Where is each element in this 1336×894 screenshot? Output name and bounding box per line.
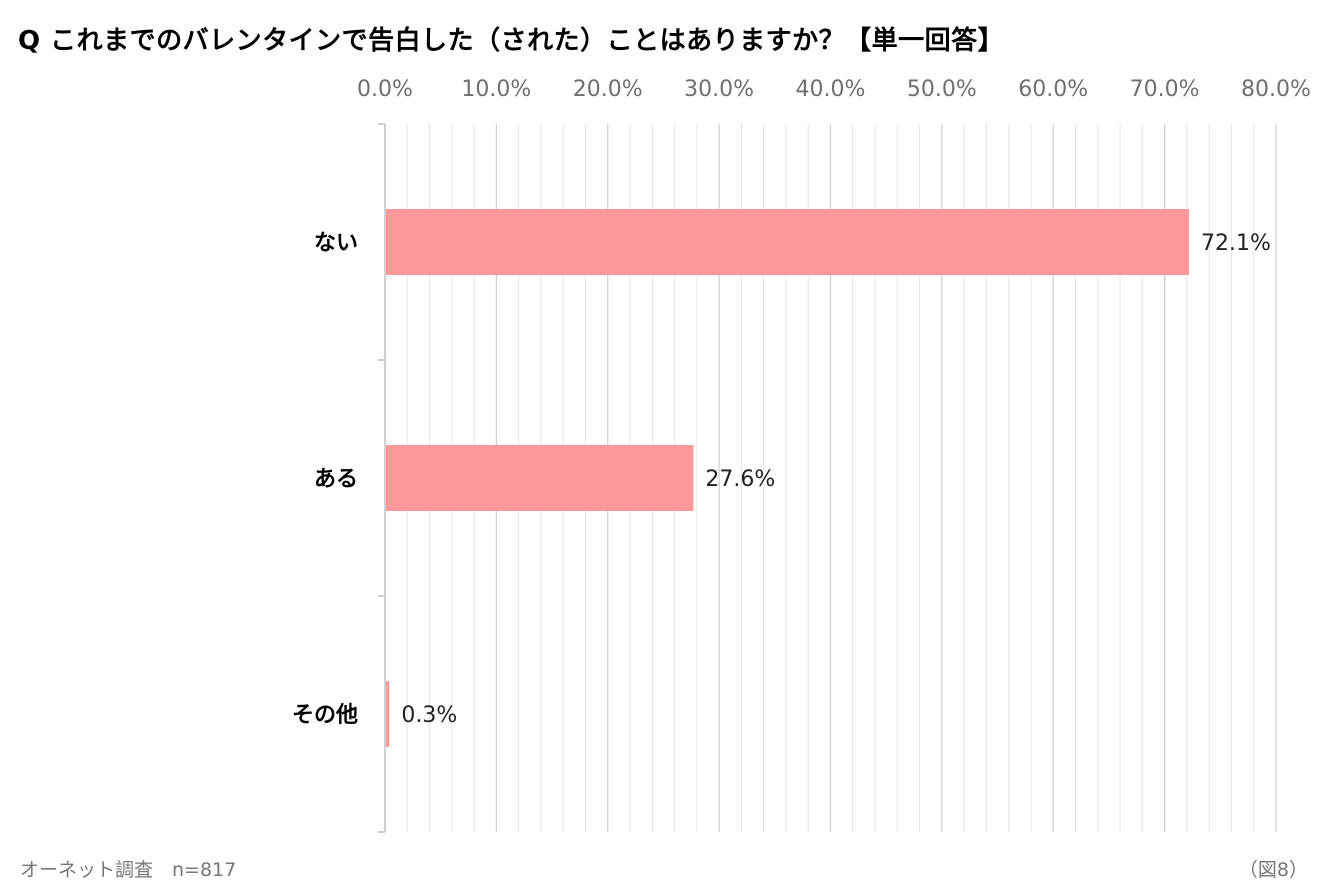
bar <box>386 209 1190 275</box>
label-layer: 0.0% 10.0% 20.0% 30.0% 40.0% 50.0% 60.0% 70.0% 8… <box>292 77 1311 728</box>
data-label: 0.3% <box>401 703 457 728</box>
x-tick-label: 30.0% <box>684 77 754 102</box>
chart-title: Q これまでのバレンタインで告白した（された）ことはありますか？【単一回答】 <box>18 26 1005 56</box>
x-tick-label: 70.0% <box>1130 77 1200 102</box>
bar-layer <box>386 209 1190 747</box>
bar <box>386 681 390 747</box>
x-tick-label: 40.0% <box>796 77 866 102</box>
data-label: 72.1% <box>1201 231 1271 256</box>
x-tick-label: 10.0% <box>461 77 531 102</box>
bar <box>386 445 694 511</box>
x-tick-label: 60.0% <box>1018 77 1088 102</box>
x-tick-label: 0.0% <box>357 77 413 102</box>
category-label: ある <box>314 467 358 492</box>
footer-source: オーネット調査 n=817 <box>20 859 237 881</box>
x-tick-label: 20.0% <box>573 77 643 102</box>
category-label: ない <box>314 231 358 256</box>
axis-layer <box>378 123 386 833</box>
x-tick-label: 50.0% <box>907 77 977 102</box>
x-tick-label: 80.0% <box>1241 77 1311 102</box>
data-label: 27.6% <box>705 467 775 492</box>
category-label: その他 <box>292 703 358 728</box>
figure-number: （図8） <box>1238 859 1308 881</box>
